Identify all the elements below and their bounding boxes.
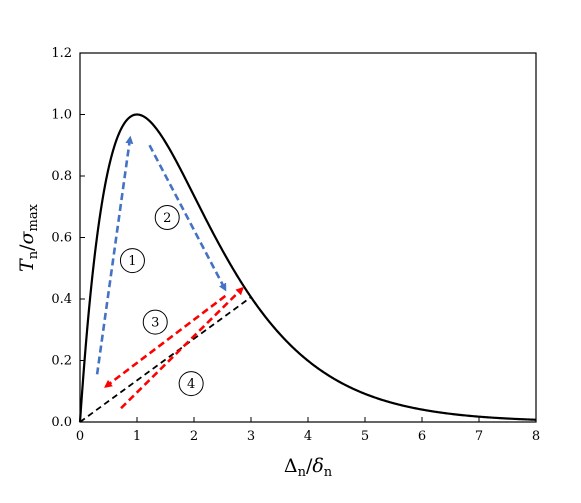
y-tick-label: 0.4 (51, 292, 72, 307)
step-marker-label: 4 (187, 377, 195, 392)
y-axis-ticks: 0.0 0.2 0.4 0.6 0.8 1.0 1.2 (51, 46, 85, 430)
x-axis-label: Δn/δn (284, 455, 333, 480)
step-marker-label: 1 (128, 254, 136, 269)
step-marker-circle (119, 248, 145, 274)
series-layer (78, 113, 537, 423)
y-tick-label: 1.0 (51, 108, 72, 123)
path-arrow-3 (104, 294, 227, 388)
arrow-layer (95, 135, 244, 410)
step-marker-circle (142, 309, 168, 335)
x-tick-label: 3 (247, 429, 255, 444)
y-tick-label: 0.2 (51, 354, 72, 369)
y-tick-label: 1.2 (51, 46, 72, 61)
step-marker-label: 3 (151, 316, 159, 331)
x-tick-label: 1 (133, 429, 141, 444)
y-axis-label: Tn/σmax (16, 203, 41, 272)
x-tick-label: 0 (76, 429, 84, 444)
x-axis-ticks: 0 1 2 3 4 5 6 7 8 (76, 417, 540, 444)
x-tick-label: 8 (532, 429, 540, 444)
plot-area (79, 52, 537, 423)
path-arrow-4 (120, 286, 244, 410)
x-tick-label: 4 (304, 429, 312, 444)
y-tick-label: 0.8 (51, 169, 72, 184)
x-tick-label: 7 (475, 429, 483, 444)
unloading-line (79, 296, 252, 423)
step-marker-circle (154, 205, 180, 231)
step-marker-label: 2 (163, 211, 171, 226)
path-arrow-2 (148, 144, 227, 292)
step-marker-circle (178, 371, 204, 397)
y-tick-label: 0.6 (51, 231, 72, 246)
x-tick-label: 2 (190, 429, 198, 444)
annotation-layer: 1 2 3 4 (119, 205, 204, 397)
traction-curve (78, 113, 537, 423)
y-tick-label: 0.0 (51, 415, 72, 430)
x-tick-label: 6 (418, 429, 426, 444)
x-tick-label: 5 (361, 429, 369, 444)
path-arrow-1 (95, 135, 134, 375)
